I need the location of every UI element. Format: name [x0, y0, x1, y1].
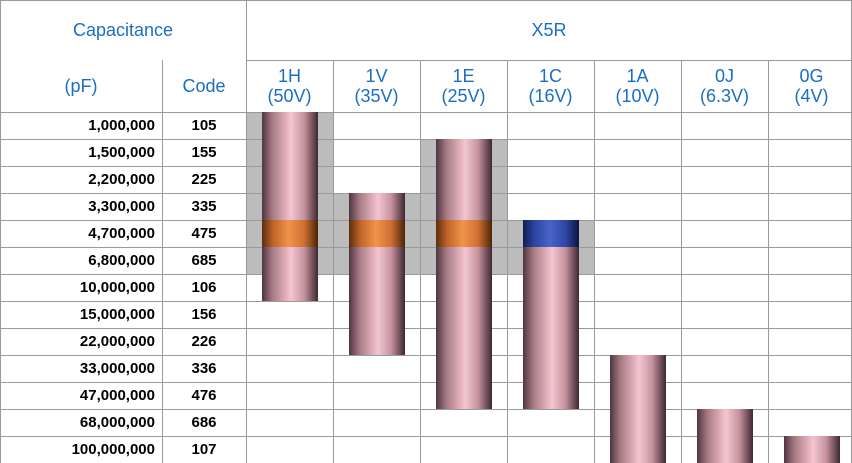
header: Capacitance — [0, 20, 246, 40]
capacitor-bar — [262, 112, 318, 301]
capacitance: 1,000,000 — [0, 112, 155, 139]
capacitance: 3,300,000 — [0, 193, 155, 220]
code: 105 — [162, 112, 246, 139]
code: 685 — [162, 247, 246, 274]
capacitance: 47,000,000 — [0, 382, 155, 409]
code: 336 — [162, 355, 246, 382]
capacitance: 22,000,000 — [0, 328, 155, 355]
voltage-rating: (16V) — [507, 86, 594, 106]
capacitance: 10,000,000 — [0, 274, 155, 301]
voltage-rating: (6.3V) — [681, 86, 768, 106]
voltage-rating: (10V) — [594, 86, 681, 106]
band — [523, 220, 579, 247]
capacitance: 6,800,000 — [0, 247, 155, 274]
voltage-rating: (50V) — [246, 86, 333, 106]
header: X5R — [246, 20, 852, 40]
capacitance: 100,000,000 — [0, 436, 155, 463]
capacitor-bar — [523, 220, 579, 409]
code: 155 — [162, 139, 246, 166]
code: 156 — [162, 301, 246, 328]
capacitance: 1,500,000 — [0, 139, 155, 166]
band — [436, 220, 492, 247]
code: 106 — [162, 274, 246, 301]
code: 226 — [162, 328, 246, 355]
capacitor-bar — [784, 436, 840, 463]
voltage-rating: (35V) — [333, 86, 420, 106]
code: 476 — [162, 382, 246, 409]
code: 107 — [162, 436, 246, 463]
capacitance: 68,000,000 — [0, 409, 155, 436]
grid-line — [333, 60, 334, 463]
band — [349, 220, 405, 247]
voltage-code: 1V — [333, 66, 420, 86]
band — [262, 220, 318, 247]
capacitance: 33,000,000 — [0, 355, 155, 382]
grid-line — [681, 60, 682, 463]
voltage-rating: (25V) — [420, 86, 507, 106]
header: (pF) — [0, 76, 162, 96]
voltage-code: 1C — [507, 66, 594, 86]
capacitor-bar — [436, 139, 492, 409]
grid-line — [0, 0, 852, 1]
voltage-code: 1H — [246, 66, 333, 86]
voltage-code: 1A — [594, 66, 681, 86]
voltage-rating: (4V) — [768, 86, 852, 106]
voltage-code: 0J — [681, 66, 768, 86]
capacitor-bar — [697, 409, 753, 463]
code: 335 — [162, 193, 246, 220]
code: 225 — [162, 166, 246, 193]
grid-line — [594, 60, 595, 463]
voltage-code: 0G — [768, 66, 852, 86]
voltage-code: 1E — [420, 66, 507, 86]
capacitance: 4,700,000 — [0, 220, 155, 247]
code: 475 — [162, 220, 246, 247]
grid-line — [768, 60, 769, 463]
capacitor-bar — [349, 193, 405, 355]
capacitance: 15,000,000 — [0, 301, 155, 328]
capacitance: 2,200,000 — [0, 166, 155, 193]
code: 686 — [162, 409, 246, 436]
grid-line — [420, 60, 421, 463]
header: Code — [162, 76, 246, 96]
capacitor-chart: Capacitance X5R (pF) Code 1H(50V)1V(35V)… — [0, 0, 852, 463]
grid-line — [507, 60, 508, 463]
capacitor-bar — [610, 355, 666, 463]
grid-line — [246, 60, 852, 61]
